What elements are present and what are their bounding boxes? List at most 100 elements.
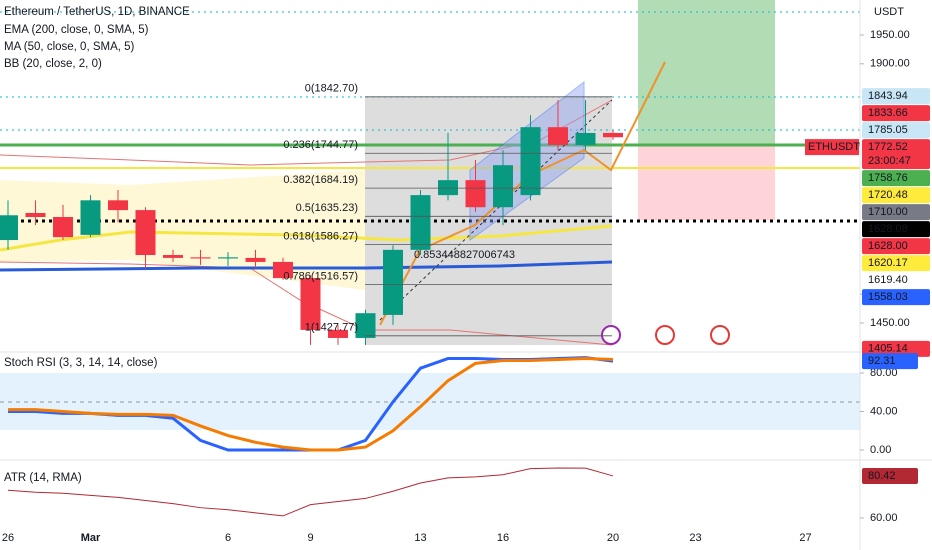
indicator-line <box>7 467 614 517</box>
value-badge <box>862 353 918 370</box>
indicator-label: EMA (200, close, 0, SMA, 5) <box>4 24 149 36</box>
pane-title: Stoch RSI (3, 3, 14, 14, close) <box>4 357 158 369</box>
y-tick-label: 1450.00 <box>870 317 910 329</box>
pane-title: ATR (14, RMA) <box>4 472 82 484</box>
target-zone <box>638 0 775 145</box>
price-badge <box>862 204 930 221</box>
fib-label: 0.236(1744.77) <box>283 139 358 151</box>
price-badge-label: 1620.17 <box>868 257 908 269</box>
fib-label: 0(1842.70) <box>305 83 358 95</box>
price-badge <box>862 289 930 306</box>
symbol-tag-label: ETHUSDT <box>808 141 860 153</box>
x-tick-label: 20 <box>607 532 619 544</box>
x-tick-label: 27 <box>799 532 811 544</box>
price-badge-label: 1628.08 <box>868 223 908 235</box>
price-badge <box>862 105 930 122</box>
price-badge <box>862 238 930 255</box>
price-badge <box>862 340 930 357</box>
candle-body <box>273 261 293 279</box>
symbol-tag <box>805 139 859 156</box>
value-badge <box>862 467 918 484</box>
axis-unit: USDT <box>874 6 904 18</box>
price-badge-label: 1843.94 <box>868 90 908 102</box>
price-badge <box>862 122 930 139</box>
candle-body <box>575 132 596 146</box>
candle-body <box>493 165 513 208</box>
y-tick-label: 60.00 <box>870 512 898 524</box>
bb-fill <box>0 170 365 290</box>
y-tick-label: 1900.00 <box>870 58 910 70</box>
x-tick-label: 13 <box>414 532 426 544</box>
y-tick-label: 1950.00 <box>870 29 910 41</box>
y-tick-label: 80.00 <box>870 367 898 379</box>
price-badge-label: 1785.05 <box>868 124 908 136</box>
price-badge-label: 1833.66 <box>868 107 908 119</box>
candle-body <box>163 255 183 258</box>
candle-body <box>520 127 541 196</box>
stop-zone <box>638 145 775 220</box>
fib-label: 0.382(1684.19) <box>283 174 358 186</box>
value-badge-label: 92.31 <box>868 355 896 367</box>
stoch-band <box>0 373 860 430</box>
event-icon[interactable] <box>710 325 730 345</box>
x-tick-label: 16 <box>497 532 509 544</box>
candle-body <box>603 132 623 138</box>
candle-body <box>465 180 486 208</box>
candle-body <box>80 200 101 235</box>
ma-line <box>0 260 613 272</box>
candle-body <box>300 278 321 330</box>
fib-label: 0.786(1516.57) <box>283 271 358 283</box>
x-tick-label: 9 <box>307 532 313 544</box>
fib-label: 0.5(1635.23) <box>296 202 358 214</box>
candle-body <box>53 217 73 238</box>
candle-body <box>328 329 348 338</box>
price-badge-label: 1619.40 <box>868 274 908 286</box>
price-badge <box>862 88 930 105</box>
indicator-line <box>8 357 614 452</box>
ema-line <box>0 224 613 252</box>
candle-body <box>0 215 18 241</box>
indicator-label: MA (50, close, 0, SMA, 5) <box>4 41 135 53</box>
price-badge <box>862 139 930 170</box>
fib-label: 1(1427.77) <box>305 322 358 334</box>
event-icon[interactable] <box>601 325 621 345</box>
price-badge <box>862 255 930 272</box>
x-tick-label: 6 <box>225 532 231 544</box>
indicator-label: BB (20, close, 2, 0) <box>4 58 102 70</box>
x-tick-label: Mar <box>81 532 101 544</box>
fib-label: 0.618(1586.27) <box>283 230 358 242</box>
countdown: 23:00:47 <box>868 155 911 167</box>
price-badge-label: 1710.00 <box>868 206 908 218</box>
candle-body <box>135 210 156 256</box>
candle-body <box>383 249 403 315</box>
fib-annotation: 0.853448827006743 <box>414 249 515 261</box>
price-badge-label: 1628.00 <box>868 240 908 252</box>
candle-body <box>355 313 376 338</box>
price-badge <box>862 187 930 204</box>
price-badge <box>862 272 930 289</box>
price-badge <box>862 170 930 187</box>
event-icon[interactable] <box>655 325 675 345</box>
candle-body <box>25 212 46 218</box>
candle-body <box>245 257 266 262</box>
bb-lower <box>0 261 613 346</box>
price-badge-label: 1405.14 <box>868 343 908 355</box>
candle-body <box>410 195 431 250</box>
price-badge-label: 1558.03 <box>868 291 908 303</box>
candle-body <box>438 180 458 196</box>
candle-body <box>218 257 238 259</box>
price-badge-label: 1720.48 <box>868 189 908 201</box>
candle-body <box>190 257 211 259</box>
y-tick-label: 40.00 <box>870 405 898 417</box>
candle-body <box>548 127 568 146</box>
price-badge-label: 1772.52 <box>868 141 908 153</box>
y-tick-label: 0.00 <box>870 444 891 456</box>
x-tick-label: 23 <box>689 532 701 544</box>
trend-line <box>379 99 613 321</box>
candle-body <box>108 200 128 211</box>
x-tick-label: 26 <box>2 532 14 544</box>
price-badge <box>862 221 930 238</box>
price-badge-label: 1758.76 <box>868 172 908 184</box>
